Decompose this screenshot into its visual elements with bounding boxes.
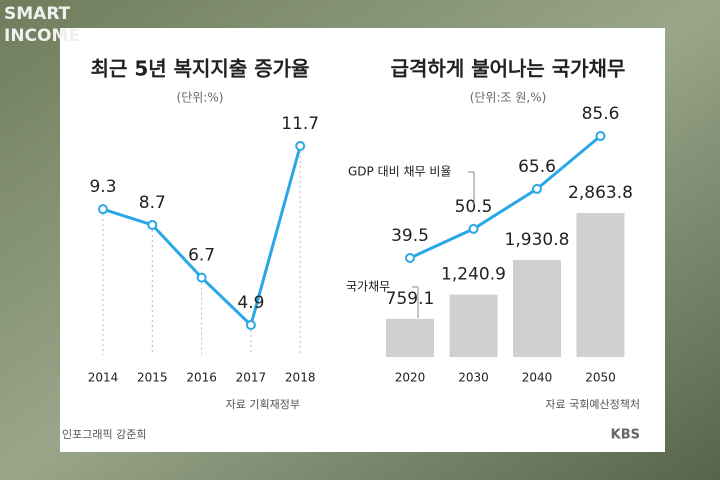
value-label: 9.3: [89, 177, 116, 197]
brand: INCOME: [4, 26, 80, 46]
x-tick-label: 2040: [522, 371, 553, 385]
value-label: 8.7: [139, 193, 166, 213]
value-label: 11.7: [281, 114, 319, 134]
point: [196, 272, 207, 283]
point: [468, 223, 479, 234]
value-label: 85.6: [582, 104, 620, 124]
source: 자료 국회예산정책처: [545, 398, 640, 411]
value-label: 4.9: [237, 293, 264, 313]
value-label: 2,863.8: [568, 183, 633, 203]
x-tick-label: 2016: [186, 371, 217, 385]
bar: [386, 318, 434, 357]
x-tick-label: 2050: [585, 371, 616, 385]
chart-subtitle: (단위:%): [177, 91, 224, 105]
legend-label: 국가채무: [346, 280, 390, 294]
legend-label: GDP 대비 채무 비율: [348, 165, 451, 179]
point: [595, 131, 606, 141]
value-label: 50.5: [455, 197, 493, 217]
point: [405, 253, 415, 263]
chart-title: 급격하게 불어나는 국가채무: [391, 57, 626, 81]
panel: [60, 28, 665, 452]
value-label: 759.1: [386, 289, 435, 309]
point: [532, 183, 542, 194]
x-tick-label: 2017: [236, 371, 267, 385]
value-label: 65.6: [518, 157, 556, 177]
chart-subtitle: (단위:조 원,%): [470, 91, 547, 105]
brand: SMART: [4, 4, 71, 24]
point: [245, 320, 256, 330]
source: 자료 기획재정부: [226, 398, 300, 411]
credit: 인포그래픽 강준희: [62, 428, 146, 441]
x-tick-label: 2014: [88, 371, 119, 385]
line: [409, 134, 602, 260]
value-label: 6.7: [188, 246, 215, 266]
x-tick-label: 2015: [137, 371, 168, 385]
point: [147, 219, 158, 230]
value-label: 1,930.8: [505, 230, 570, 250]
point: [295, 141, 306, 151]
x-tick-label: 2020: [395, 371, 426, 385]
chart-title: 최근 5년 복지지출 증가율: [91, 57, 310, 81]
bar: [576, 213, 625, 357]
point: [98, 204, 108, 215]
bar: [449, 294, 498, 357]
value-label: 39.5: [391, 226, 429, 246]
publisher: KBS: [611, 428, 640, 443]
value-label: 1,240.9: [441, 265, 506, 285]
bar: [513, 259, 561, 357]
x-tick-label: 2018: [285, 371, 316, 385]
x-tick-label: 2030: [458, 371, 489, 385]
